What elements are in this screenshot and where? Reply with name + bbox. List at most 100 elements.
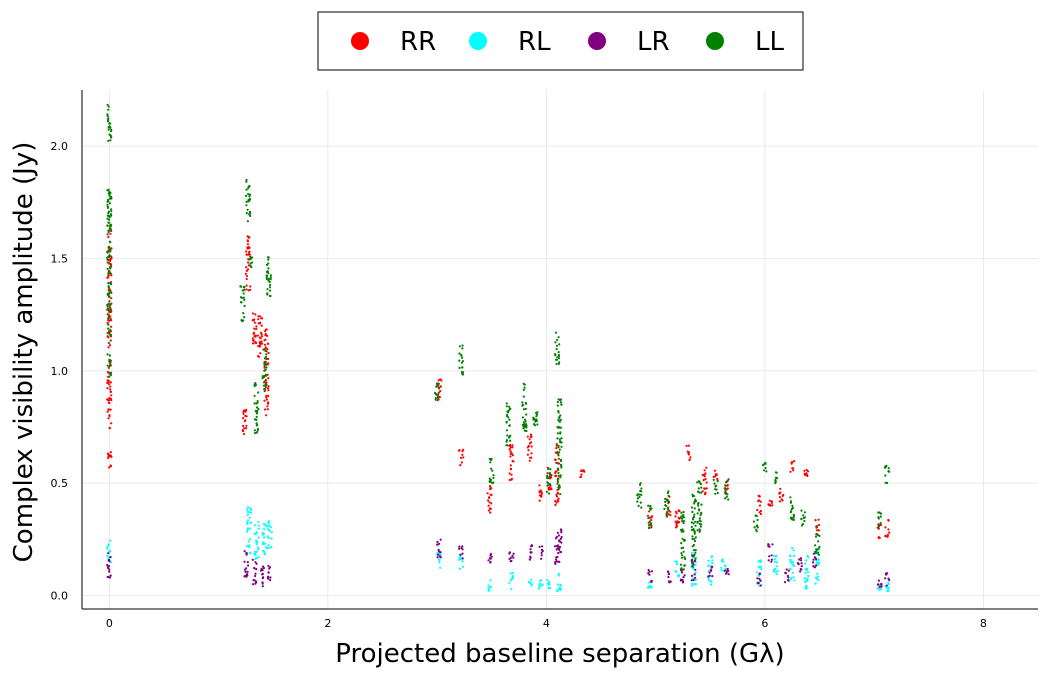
point-rl <box>691 584 694 587</box>
point-rl <box>255 542 258 546</box>
point-ll <box>727 478 730 481</box>
point-rl <box>265 545 268 549</box>
point-rl <box>707 564 710 568</box>
point-ll <box>691 565 695 568</box>
legend-marker-ll <box>706 32 724 50</box>
point-rl <box>772 568 775 571</box>
point-rr <box>253 321 256 324</box>
point-rl <box>720 569 723 572</box>
point-rr <box>701 490 704 493</box>
point-ll <box>263 361 266 364</box>
point-rl <box>773 560 776 563</box>
point-lr <box>759 579 762 582</box>
point-rr <box>781 494 784 497</box>
point-ll <box>107 108 110 111</box>
point-ll <box>107 229 110 232</box>
point-lr <box>559 528 563 531</box>
point-rr <box>437 391 440 394</box>
point-rl <box>263 536 266 539</box>
point-rr <box>489 511 492 514</box>
point-rl <box>772 554 776 558</box>
point-lr <box>511 554 514 558</box>
point-rr <box>257 315 260 318</box>
point-rl <box>556 583 559 586</box>
point-lr <box>726 567 729 571</box>
point-ll <box>522 424 526 428</box>
point-lr <box>799 570 802 573</box>
point-lr <box>667 580 671 583</box>
point-rr <box>526 453 530 456</box>
point-ll <box>681 554 684 557</box>
point-lr <box>885 573 888 576</box>
point-ll <box>458 352 461 355</box>
point-rr <box>108 344 112 347</box>
point-lr <box>770 554 773 557</box>
point-ll <box>814 535 818 538</box>
point-ll <box>246 220 249 223</box>
point-rr <box>108 466 111 469</box>
point-ll <box>884 474 887 477</box>
y-tick-label: 0.5 <box>51 477 69 490</box>
point-lr <box>560 535 563 539</box>
point-ll <box>269 274 272 277</box>
point-ll <box>255 431 258 434</box>
point-ll <box>692 549 696 552</box>
point-ll <box>245 188 248 191</box>
point-ll <box>697 504 700 507</box>
point-rr <box>557 497 560 500</box>
point-ll <box>269 276 272 279</box>
point-rr <box>107 341 110 345</box>
point-rr <box>245 253 248 256</box>
point-ll <box>879 515 882 518</box>
point-ll <box>682 550 685 553</box>
point-rr <box>509 464 512 467</box>
point-lr <box>487 559 490 562</box>
point-ll <box>109 361 112 364</box>
point-rr <box>246 268 250 271</box>
point-rr <box>705 466 708 469</box>
point-rr <box>675 526 678 529</box>
point-ll <box>509 434 512 438</box>
point-lr <box>759 584 762 587</box>
point-ll <box>253 384 256 388</box>
point-ll <box>559 474 562 477</box>
point-rr <box>579 475 583 478</box>
point-rl <box>793 579 796 582</box>
point-rr <box>267 351 270 355</box>
point-ll <box>257 407 260 411</box>
point-ll <box>106 115 109 118</box>
point-ll <box>556 400 559 404</box>
point-ll <box>107 117 110 120</box>
point-ll <box>555 358 559 361</box>
point-rr <box>251 337 254 340</box>
point-ll <box>507 416 510 419</box>
point-ll <box>560 459 563 463</box>
point-ll <box>557 409 560 413</box>
point-ll <box>261 377 264 380</box>
point-lr <box>682 576 685 579</box>
point-lr <box>681 580 685 583</box>
axes <box>81 90 1038 610</box>
point-rr <box>106 332 109 335</box>
point-rr <box>486 492 489 495</box>
y-tick-label: 0.0 <box>51 590 69 603</box>
point-ll <box>801 522 805 526</box>
point-rl <box>691 582 694 586</box>
point-ll <box>243 285 246 289</box>
point-ll <box>521 416 525 419</box>
point-lr <box>691 558 694 561</box>
point-ll <box>107 128 110 131</box>
point-rl <box>246 528 249 531</box>
point-lr <box>540 557 543 560</box>
point-ll <box>700 523 703 526</box>
point-lr <box>540 554 543 557</box>
point-rr <box>488 501 491 504</box>
point-ll <box>556 432 560 435</box>
point-lr <box>245 567 248 570</box>
point-lr <box>247 564 250 567</box>
point-rr <box>650 518 653 522</box>
point-ll <box>690 521 693 524</box>
point-ll <box>522 408 526 411</box>
point-ll <box>560 466 563 469</box>
point-ll <box>242 292 245 295</box>
